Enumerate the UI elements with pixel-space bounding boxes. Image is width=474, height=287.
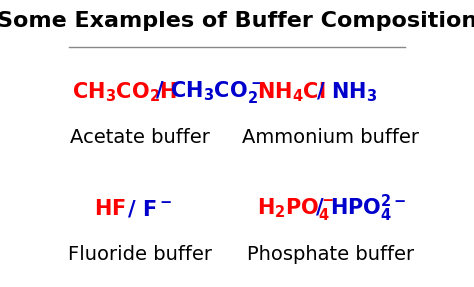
Text: $\mathbf{HF}$: $\mathbf{HF}$ <box>94 199 126 219</box>
Text: $\mathbf{\ /\ F^-}$: $\mathbf{\ /\ F^-}$ <box>120 198 172 219</box>
Text: $\mathbf{\ /\ HPO_4^{2-}}$: $\mathbf{\ /\ HPO_4^{2-}}$ <box>309 193 406 224</box>
Text: $\mathbf{H_2PO_4^-}$: $\mathbf{H_2PO_4^-}$ <box>257 196 334 222</box>
Text: Phosphate buffer: Phosphate buffer <box>246 245 414 264</box>
Text: Ammonium buffer: Ammonium buffer <box>242 128 419 147</box>
Text: $\mathbf{\ /\ NH_3}$: $\mathbf{\ /\ NH_3}$ <box>310 81 378 104</box>
Text: $\mathbf{CH_3CO_2H}$: $\mathbf{CH_3CO_2H}$ <box>72 81 177 104</box>
Text: $\mathbf{\ /\ CH_3CO_2^-}$: $\mathbf{\ /\ CH_3CO_2^-}$ <box>149 79 263 105</box>
Text: Acetate buffer: Acetate buffer <box>70 128 210 147</box>
Text: Some Examples of Buffer Composition: Some Examples of Buffer Composition <box>0 11 474 31</box>
Text: Fluoride buffer: Fluoride buffer <box>68 245 212 264</box>
Text: $\mathbf{NH_4Cl}$: $\mathbf{NH_4Cl}$ <box>257 81 325 104</box>
